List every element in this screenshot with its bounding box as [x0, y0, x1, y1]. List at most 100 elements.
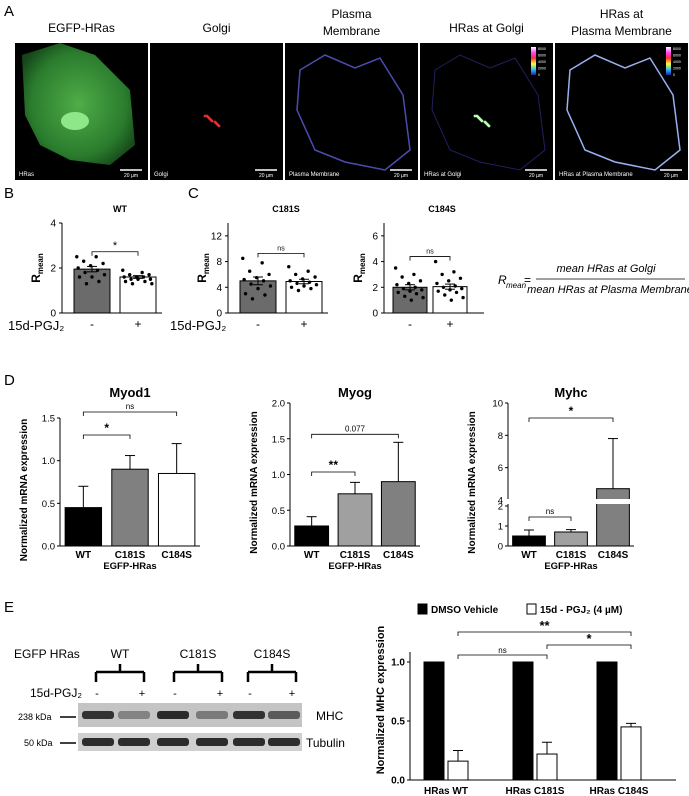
blot-treatment-label: 15d-PGJ₂ [30, 686, 82, 700]
y-axis-label-sub: mean [358, 253, 367, 274]
data-point [409, 298, 414, 302]
data-point [309, 286, 313, 291]
x-tick-label: C181S [115, 550, 146, 561]
data-point [406, 281, 411, 286]
y-tick-label: 6 [372, 231, 378, 242]
data-point [421, 295, 425, 300]
data-point [123, 279, 128, 284]
y-tick-label: 8 [216, 257, 222, 268]
data-point [94, 255, 98, 259]
blot-lane-sign: + [139, 688, 145, 700]
blot-tubulin-membrane [78, 733, 302, 751]
formula-lhs: R [498, 273, 507, 287]
data-point [250, 297, 255, 301]
y-axis-label: Normalized mRNA expression [467, 411, 478, 553]
significance-label: ns [498, 646, 506, 655]
data-point [147, 273, 151, 277]
data-point [241, 256, 245, 261]
data-point [446, 279, 451, 283]
data-point [300, 277, 305, 281]
blot-lane-sign: - [173, 688, 177, 700]
y-axis-label-sub: mean [202, 253, 211, 274]
data-point [76, 266, 80, 270]
blot-marker-label: 50 kDa [24, 738, 53, 748]
y-tick-label: 1.0 [272, 470, 285, 481]
x-tick-label: HRas WT [424, 786, 468, 796]
x-tick-label: WT [76, 550, 92, 561]
chart-myhc: Myhc 0 1 24 6 8 10 Normalized mRNA expression WT… [467, 385, 636, 572]
chart-title: C181S [272, 204, 300, 214]
y-tick-label: 2.0 [272, 399, 285, 410]
data-point [393, 266, 398, 270]
legend-label: 15d - PGJ₂ (4 µM) [540, 605, 622, 616]
y-tick-label: 2 [498, 502, 503, 513]
y-tick-label: 1.0 [391, 658, 405, 669]
y-axis-label: Rmean [351, 253, 367, 283]
colorbar [666, 47, 671, 75]
micrograph-title: EGFP-HRas [48, 21, 115, 35]
colorbar [531, 47, 536, 75]
scale-bar-label: 20 µm [394, 173, 408, 179]
significance-bracket [91, 251, 139, 256]
micrograph-title: Plasma [331, 7, 371, 21]
bar [380, 481, 416, 547]
significance-bracket [528, 516, 572, 521]
golgi-puncta [475, 114, 479, 118]
chart-c184s-rmean: C184S 0 2 4 6 Rmean - + ns [351, 204, 484, 331]
x-tick-label: WT [304, 550, 320, 561]
significance-bracket [409, 256, 451, 261]
treatment-label-c: 15d-PGJ₂ [170, 318, 226, 333]
bar [554, 531, 588, 547]
data-point [296, 288, 301, 293]
data-point [242, 277, 246, 282]
data-point [256, 286, 260, 291]
chart-myog: Myog 0.0 0.5 1.0 1.5 2.0 Normalized mRNA expre… [249, 385, 420, 572]
blot-band-tubulin [196, 738, 228, 746]
blot-marker-label: 238 kDa [18, 712, 52, 722]
rmean-formula: R mean = mean HRas at Golgi mean HRas at… [498, 263, 689, 296]
blot-band-mhc [82, 711, 114, 719]
chart-title: Myhc [554, 385, 587, 400]
significance-bracket [257, 252, 305, 258]
data-point [122, 275, 126, 279]
micrograph-title: Golgi [202, 21, 230, 35]
data-point [306, 269, 310, 273]
significance-bracket [82, 411, 178, 416]
data-point [458, 276, 463, 280]
x-tick-label: WT [521, 550, 537, 561]
colorbar-tick: 2000 [538, 67, 546, 71]
data-point [127, 273, 132, 277]
y-tick-label: 0 [372, 309, 378, 320]
data-point [453, 284, 457, 288]
data-point [88, 264, 93, 268]
x-tick-label: C184S [161, 550, 192, 561]
data-point [268, 284, 273, 288]
y-tick-label: 0.5 [391, 717, 405, 728]
blot-group-bracket [172, 664, 224, 682]
micrograph-caption: Plasma Membrane [289, 172, 340, 178]
golgi-puncta [205, 114, 209, 118]
y-tick-label: 1 [498, 522, 503, 533]
blot-band-mhc [118, 711, 150, 719]
x-axis-label: EGFP-HRas [103, 561, 156, 572]
micrograph-caption: HRas at Plasma Membrane [559, 172, 633, 178]
significance-bracket [311, 433, 399, 439]
significance-label: ns [277, 245, 285, 252]
significance-label: * [104, 421, 109, 435]
x-tick-label: C181S [340, 550, 371, 561]
colorbar-tick: 4000 [538, 60, 546, 64]
blot-band-tubulin [82, 738, 114, 746]
colorbar-tick: 0 [538, 73, 540, 77]
micrograph-title: Plasma Membrane [571, 24, 672, 38]
data-point [302, 284, 306, 288]
x-tick-label: + [446, 317, 453, 331]
blot-band-tubulin [268, 738, 300, 746]
bar [337, 493, 373, 547]
colorbar-tick: 0 [673, 73, 675, 77]
significance-label: ** [329, 458, 339, 472]
panel-label-e: E [4, 599, 14, 616]
data-point [401, 286, 406, 291]
data-point [121, 268, 125, 272]
data-point [460, 286, 464, 291]
